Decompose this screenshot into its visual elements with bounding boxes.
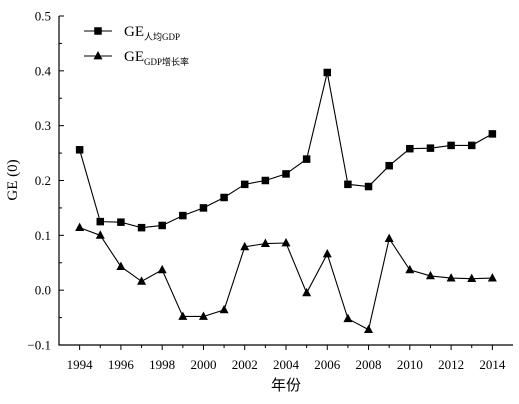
series-gdp-growth-rate: [75, 222, 497, 334]
triangle-data-point: [178, 311, 188, 320]
triangle-data-point: [75, 222, 85, 232]
square-data-point: [323, 68, 332, 77]
square-data-point: [158, 221, 166, 230]
square-data-point: [137, 223, 146, 232]
triangle-data-point: [157, 264, 167, 274]
y-tick-label: −0.1: [27, 338, 51, 353]
legend-label: GE人均GDP: [124, 24, 180, 42]
x-tick-label: 2004: [273, 357, 300, 372]
triangle-data-point: [446, 273, 456, 282]
y-tick-label: 0.0: [35, 283, 51, 298]
legend-label-subscript: GDP增长率: [144, 56, 189, 67]
triangle-data-point: [384, 233, 394, 243]
triangle-data-point: [281, 237, 291, 247]
square-data-point: [75, 146, 84, 154]
square-data-point: [282, 170, 290, 178]
triangle-data-point: [260, 238, 270, 247]
triangle-data-point: [219, 304, 229, 314]
x-tick-label: 1996: [108, 357, 135, 372]
x-tick-label: 2012: [438, 357, 464, 372]
x-tick-label: 2000: [190, 357, 216, 372]
y-tick-label: 0.1: [35, 228, 51, 243]
x-tick-label: 2008: [356, 357, 382, 372]
square-data-point: [344, 180, 352, 189]
square-data-point: [96, 217, 105, 226]
x-tick-label: 1998: [149, 357, 175, 372]
x-tick-label: 1994: [67, 357, 94, 372]
square-data-point: [220, 193, 228, 202]
triangle-data-point: [95, 230, 105, 239]
x-tick-label: 2006: [314, 357, 341, 372]
square-data-point: [364, 182, 373, 191]
y-tick-label: 0.2: [35, 173, 51, 188]
triangle-data-point: [240, 241, 250, 251]
triangle-data-point: [137, 276, 147, 285]
triangle-data-point: [364, 324, 374, 334]
square-data-point: [117, 218, 125, 226]
square-data-point: [426, 144, 435, 152]
axis-frame: [58, 16, 513, 346]
triangle-data-point: [405, 264, 415, 274]
y-tick-label: 0.5: [35, 9, 51, 24]
square-data-point: [199, 204, 208, 212]
square-data-point: [302, 155, 311, 163]
square-data-point: [406, 144, 414, 153]
triangle-data-point: [487, 273, 497, 282]
legend-label-main: GE: [124, 24, 144, 40]
triangle-data-point: [302, 287, 312, 297]
y-tick-label: 0.3: [35, 118, 51, 133]
y-axis-title: GE (0): [5, 159, 21, 200]
square-data-point: [179, 211, 187, 220]
triangle-data-point: [116, 261, 126, 270]
triangle-data-point: [425, 270, 435, 280]
x-tick-label: 2014: [479, 357, 506, 372]
triangle-data-point: [322, 248, 332, 258]
square-data-point: [385, 161, 393, 170]
square-data-point: [488, 130, 497, 138]
legend-label-subscript: 人均GDP: [144, 31, 180, 42]
x-axis-title: 年份: [271, 377, 301, 394]
triangle-data-point: [467, 273, 477, 283]
triangle-data-point: [198, 311, 208, 320]
triangle-data-point: [343, 313, 353, 323]
legend-item: GEGDP增长率: [84, 49, 189, 67]
legend-item: GE人均GDP: [84, 24, 180, 42]
legend-triangle-marker: [93, 50, 103, 60]
legend-label-main: GE: [124, 49, 144, 65]
axes: [58, 16, 513, 346]
series-per-capita-gdp: [75, 68, 497, 232]
x-tick-label: 2010: [397, 357, 423, 372]
legend-square-marker: [94, 27, 102, 35]
square-data-point: [261, 176, 270, 185]
series-layer: [75, 68, 497, 334]
y-tick-label: 0.4: [35, 63, 52, 78]
y-axis-ticks: −0.1 0.0 0.1 0.2 0.3 0.4 0.5: [27, 9, 64, 353]
legend-label: GEGDP增长率: [124, 49, 189, 67]
x-axis-ticks: 1994 1996 1998 2000 2002 2004 2006 2008 2010 2012…: [67, 345, 506, 372]
x-tick-label: 2002: [232, 357, 258, 372]
square-data-point: [240, 180, 249, 189]
square-data-point: [447, 141, 455, 150]
square-data-point: [467, 141, 476, 150]
